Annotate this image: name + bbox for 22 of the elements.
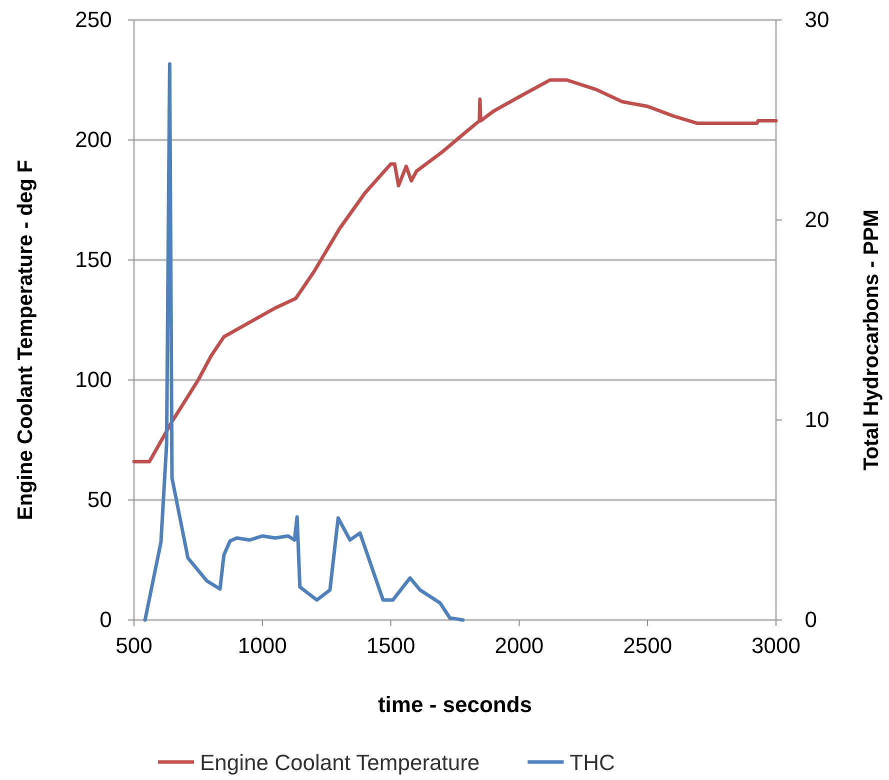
line-series xyxy=(143,62,465,622)
y-tick-label: 50 xyxy=(87,487,112,512)
x-tick-label: 1500 xyxy=(366,633,416,658)
legend-label: THC xyxy=(570,750,615,775)
y2-tick-label: 0 xyxy=(804,607,818,632)
x-tick-label: 2500 xyxy=(623,633,672,658)
y2-tick-label: 10 xyxy=(804,407,830,432)
y-tick-label: 0 xyxy=(100,607,112,632)
y-tick-label: 200 xyxy=(75,127,112,152)
x-tick-label: 1000 xyxy=(238,633,287,658)
x-tick-label: 500 xyxy=(116,633,152,658)
y2-axis-title: Total Hydrocarbons - PPM xyxy=(860,210,883,470)
y2-tick-label: 30 xyxy=(804,7,830,32)
y-tick-label: 100 xyxy=(75,367,112,392)
legend-label: Engine Coolant Temperature xyxy=(200,750,480,775)
y2-tick-label: 20 xyxy=(804,207,830,232)
x-axis-title: time - seconds xyxy=(378,692,532,717)
y-axis-title: Engine Coolant Temperature - deg F xyxy=(14,160,37,520)
x-tick-label: 2000 xyxy=(494,633,544,658)
y-tick-label: 250 xyxy=(75,7,112,32)
x-tick-label: 3000 xyxy=(752,633,800,658)
y-tick-label: 150 xyxy=(75,247,112,272)
